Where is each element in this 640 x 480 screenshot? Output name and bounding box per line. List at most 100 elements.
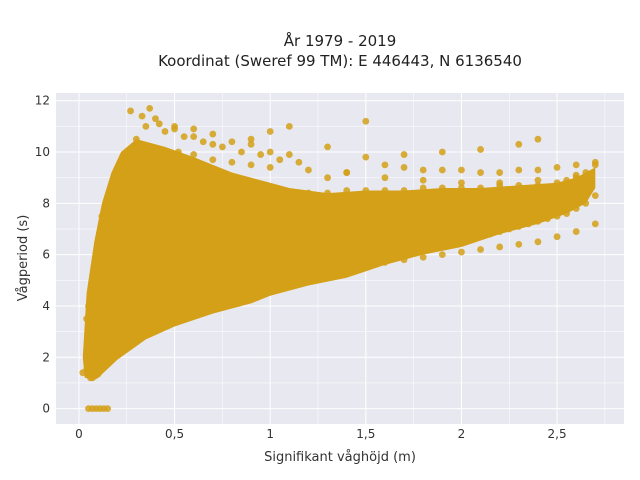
data-point — [132, 135, 140, 143]
data-point — [178, 307, 186, 315]
y-tick-label: 4 — [42, 299, 50, 313]
data-point — [285, 205, 293, 212]
data-point — [534, 181, 542, 189]
data-point — [171, 223, 178, 230]
data-point — [362, 117, 370, 125]
data-point — [278, 274, 286, 282]
data-point — [92, 346, 100, 353]
data-point — [371, 251, 379, 259]
x-tick-label: 2 — [458, 427, 466, 441]
data-point — [247, 161, 255, 169]
data-point — [201, 300, 209, 307]
data-point — [240, 287, 247, 294]
data-point — [238, 197, 245, 205]
data-point — [305, 205, 312, 212]
data-point — [85, 302, 92, 310]
data-point — [410, 243, 418, 251]
data-point — [90, 276, 98, 284]
data-point — [104, 264, 112, 271]
data-point — [186, 305, 194, 312]
data-point — [515, 140, 523, 148]
data-point — [496, 169, 504, 176]
data-point — [572, 161, 580, 169]
data-point — [152, 181, 159, 189]
data-point — [238, 148, 245, 156]
data-point — [174, 148, 182, 156]
data-point — [262, 279, 270, 287]
data-point — [161, 176, 169, 184]
data-point — [591, 192, 599, 200]
y-tick-label: 8 — [42, 196, 50, 210]
data-point — [113, 187, 121, 194]
data-point — [247, 284, 255, 292]
data-point — [247, 140, 255, 148]
data-point — [343, 202, 351, 210]
data-point — [180, 133, 188, 141]
data-point — [285, 230, 293, 238]
data-point — [102, 289, 110, 297]
data-point — [458, 235, 465, 243]
y-tick-label: 6 — [42, 248, 50, 262]
data-point — [314, 264, 322, 271]
data-point — [266, 215, 274, 223]
data-point — [285, 122, 293, 130]
data-point — [257, 238, 265, 246]
data-point — [199, 253, 207, 261]
data-point — [247, 192, 255, 200]
data-point — [496, 228, 504, 235]
data-point — [127, 107, 134, 115]
data-point — [209, 130, 217, 138]
data-point — [190, 125, 198, 133]
data-point — [419, 243, 427, 251]
data-point — [381, 199, 389, 207]
data-point — [324, 143, 331, 151]
data-point — [94, 361, 102, 369]
data-point — [217, 294, 224, 302]
data-point — [266, 235, 274, 243]
data-point — [467, 233, 475, 241]
data-point — [591, 158, 599, 166]
data-point — [362, 253, 370, 261]
data-point — [266, 202, 274, 210]
data-point — [199, 197, 207, 205]
data-point — [343, 187, 351, 194]
data-point — [171, 202, 178, 210]
data-point — [572, 228, 580, 235]
data-point — [255, 282, 263, 289]
data-point — [218, 143, 226, 151]
data-point — [400, 246, 408, 253]
data-point — [343, 207, 351, 215]
data-point — [152, 210, 159, 217]
data-point — [534, 135, 542, 143]
data-point — [232, 289, 240, 297]
data-point — [305, 166, 312, 174]
y-axis-label: Vågperiod (s) — [16, 215, 31, 302]
data-point — [98, 356, 106, 364]
y-tick-label: 2 — [42, 350, 50, 364]
data-point — [352, 256, 360, 264]
data-point — [266, 192, 274, 200]
chart-title-line-1: År 1979 - 2019 — [284, 31, 397, 50]
data-point — [381, 161, 389, 169]
data-point — [142, 187, 150, 194]
data-point — [496, 179, 504, 187]
data-point — [123, 333, 131, 341]
data-point — [477, 146, 484, 153]
x-tick-label: 0,5 — [165, 427, 184, 441]
data-point — [106, 297, 113, 305]
data-point — [209, 189, 217, 197]
data-point — [553, 179, 561, 187]
data-point — [171, 310, 178, 318]
x-tick-label: 0 — [75, 427, 83, 441]
data-points — [79, 104, 599, 413]
data-point — [190, 184, 198, 192]
data-point — [238, 243, 245, 251]
data-point — [515, 166, 523, 174]
data-point — [142, 122, 150, 130]
data-point — [266, 164, 274, 171]
data-point — [266, 128, 274, 135]
data-point — [113, 251, 121, 259]
data-point — [209, 156, 217, 164]
data-point — [381, 187, 389, 194]
data-point — [125, 317, 133, 325]
